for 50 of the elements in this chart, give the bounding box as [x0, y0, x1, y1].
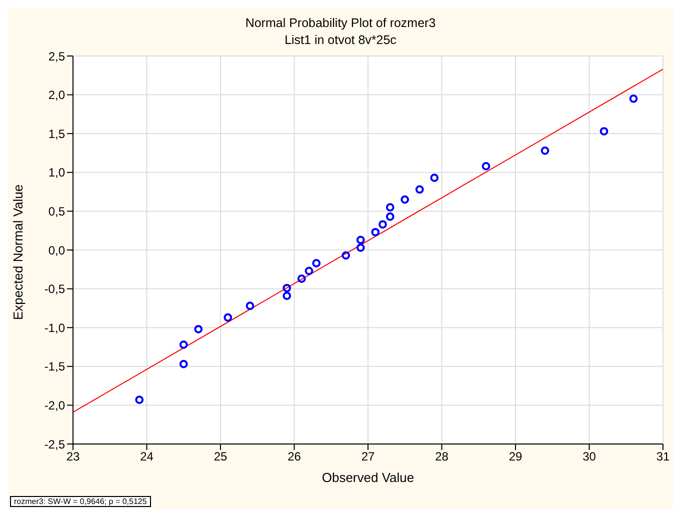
x-tick-label: 29 [508, 450, 522, 464]
y-tick-label: 2,5 [48, 49, 66, 64]
point [304, 266, 314, 276]
text: rozmer3: SW-W = 0,9646; p = 0,5125 [10, 496, 151, 507]
point [342, 251, 350, 260]
point [415, 185, 424, 194]
point [179, 360, 188, 368]
y-tick-label: 2,0 [48, 88, 66, 102]
point [600, 127, 608, 136]
chart-subtitle: List1 in otvot 8v*25c [284, 33, 398, 47]
chart-title: Normal Probability Plot of rozmer3 [244, 16, 437, 30]
point [371, 228, 380, 236]
point [540, 146, 550, 155]
x-tick-label: 30 [582, 450, 596, 464]
point [312, 258, 321, 268]
x-tick-label: 23 [66, 450, 80, 464]
point [430, 174, 439, 182]
y-tick-label: 0,5 [48, 204, 66, 218]
point [629, 94, 638, 103]
y-tick-label: -1,5 [44, 360, 66, 374]
point [297, 274, 306, 283]
x-tick-label: 31 [656, 450, 670, 464]
point [378, 220, 387, 229]
point [224, 313, 232, 322]
point [400, 195, 410, 204]
x-axis-title: Observed Value [322, 470, 414, 485]
y-tick-label: -1,0 [44, 320, 66, 335]
point [246, 302, 254, 310]
point [179, 340, 188, 349]
point [194, 324, 203, 334]
point [386, 212, 394, 221]
x-tick-label: 27 [361, 450, 375, 464]
point [282, 284, 292, 292]
y-axis-title: Expected Normal Value [10, 184, 26, 320]
x-tick-label: 26 [288, 450, 302, 464]
x-tick-label: 28 [435, 450, 449, 464]
point [356, 243, 365, 252]
y-tick-label: -2,5 [44, 437, 66, 452]
x-tick-label: 24 [140, 450, 154, 464]
y-tick-label: -0,5 [44, 282, 66, 296]
point [135, 396, 144, 404]
y-tick-label: -2,0 [44, 398, 66, 412]
point [356, 236, 365, 244]
x-tick-label: 25 [214, 450, 228, 464]
point [282, 292, 292, 300]
point [386, 203, 394, 212]
y-tick-label: 0,0 [48, 243, 66, 258]
point [482, 162, 490, 170]
y-tick-label: 1,5 [48, 126, 66, 141]
y-tick-label: 1,0 [48, 166, 66, 180]
